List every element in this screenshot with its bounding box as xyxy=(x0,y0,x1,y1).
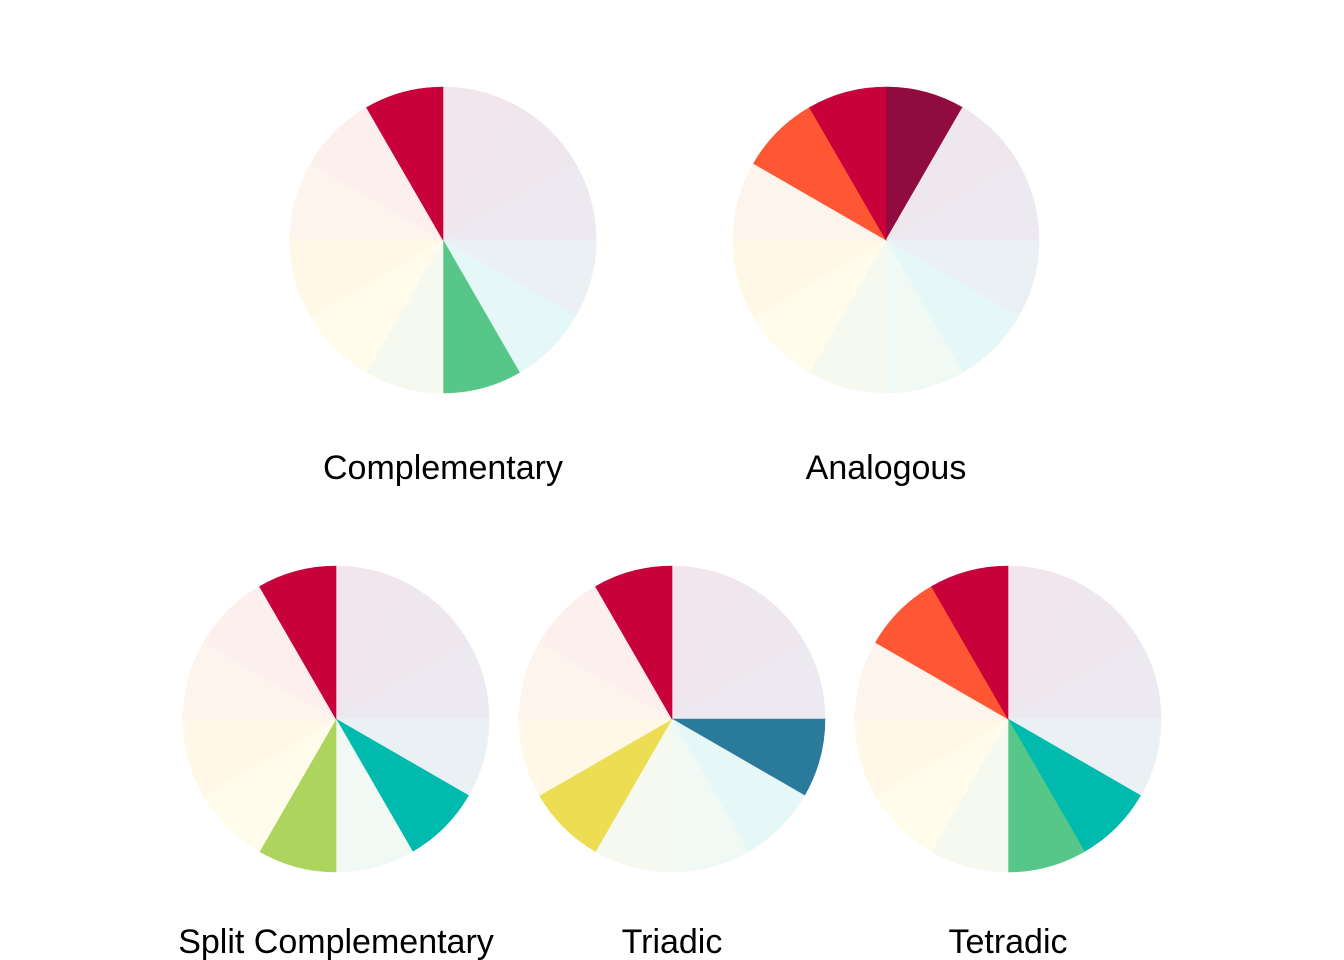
wheel-triadic: Triadic xyxy=(518,565,826,960)
wheel-split-complementary-slice-12 xyxy=(259,565,337,721)
wheel-split-complementary: Split Complementary xyxy=(178,565,494,960)
wheel-analogous-slices xyxy=(732,86,1040,394)
wheel-analogous-slice-12 xyxy=(809,86,887,242)
wheel-complementary: Complementary xyxy=(289,86,597,487)
wheel-analogous: Analogous xyxy=(732,86,1040,487)
wheel-tetradic-label: Tetradic xyxy=(948,923,1067,960)
wheel-triadic-label: Triadic xyxy=(622,923,723,960)
wheel-tetradic-slices xyxy=(854,565,1162,873)
wheel-complementary-slices xyxy=(289,86,597,394)
wheel-split-complementary-slices xyxy=(182,565,490,873)
wheel-complementary-slice-12 xyxy=(366,86,444,242)
wheel-tetradic: Tetradic xyxy=(854,565,1162,960)
wheel-tetradic-slice-12 xyxy=(931,565,1009,721)
wheel-triadic-slice-12 xyxy=(595,565,673,721)
wheel-triadic-slices xyxy=(518,565,826,873)
wheel-complementary-label: Complementary xyxy=(323,449,563,487)
wheel-split-complementary-label: Split Complementary xyxy=(178,923,494,960)
wheel-analogous-label: Analogous xyxy=(806,449,967,487)
